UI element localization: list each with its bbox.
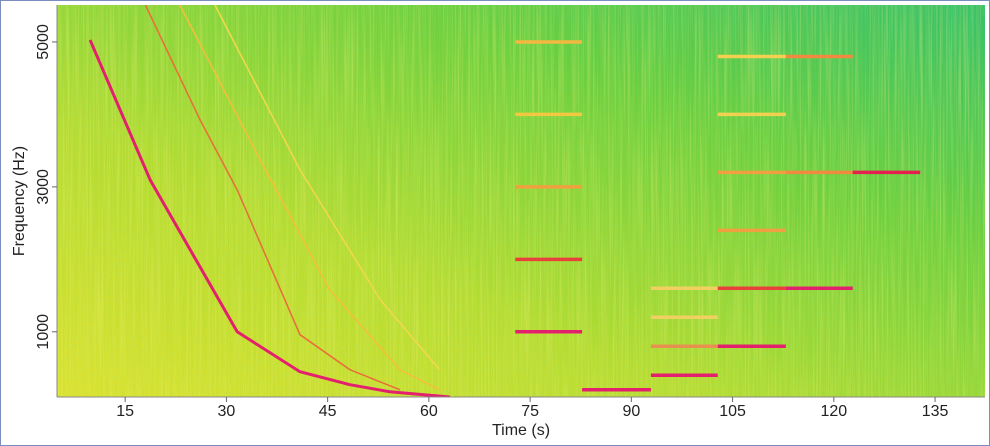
x-tick-label: 90	[622, 403, 640, 420]
chirp	[88, 39, 450, 397]
plot-area	[57, 5, 985, 397]
chirp	[179, 5, 441, 391]
y-tick-label: 3000	[35, 169, 52, 205]
chirp	[144, 5, 401, 391]
x-tick-label: 30	[218, 403, 236, 420]
y-axis-label: Frequency (Hz)	[11, 146, 28, 256]
y-tick-label: 1000	[35, 314, 52, 350]
x-tick-label: 75	[521, 403, 539, 420]
x-tick-label: 120	[820, 403, 847, 420]
x-tick-label: 135	[922, 403, 949, 420]
noise-grain	[57, 5, 985, 397]
x-axis-label: Time (s)	[492, 422, 550, 439]
marks	[88, 5, 921, 397]
x-tick-label: 45	[319, 403, 337, 420]
x-tick-label: 105	[719, 403, 746, 420]
chirp	[214, 5, 441, 371]
x-tick-label: 60	[420, 403, 438, 420]
x-tick-label: 15	[116, 403, 134, 420]
y-tick-label: 5000	[35, 24, 52, 60]
